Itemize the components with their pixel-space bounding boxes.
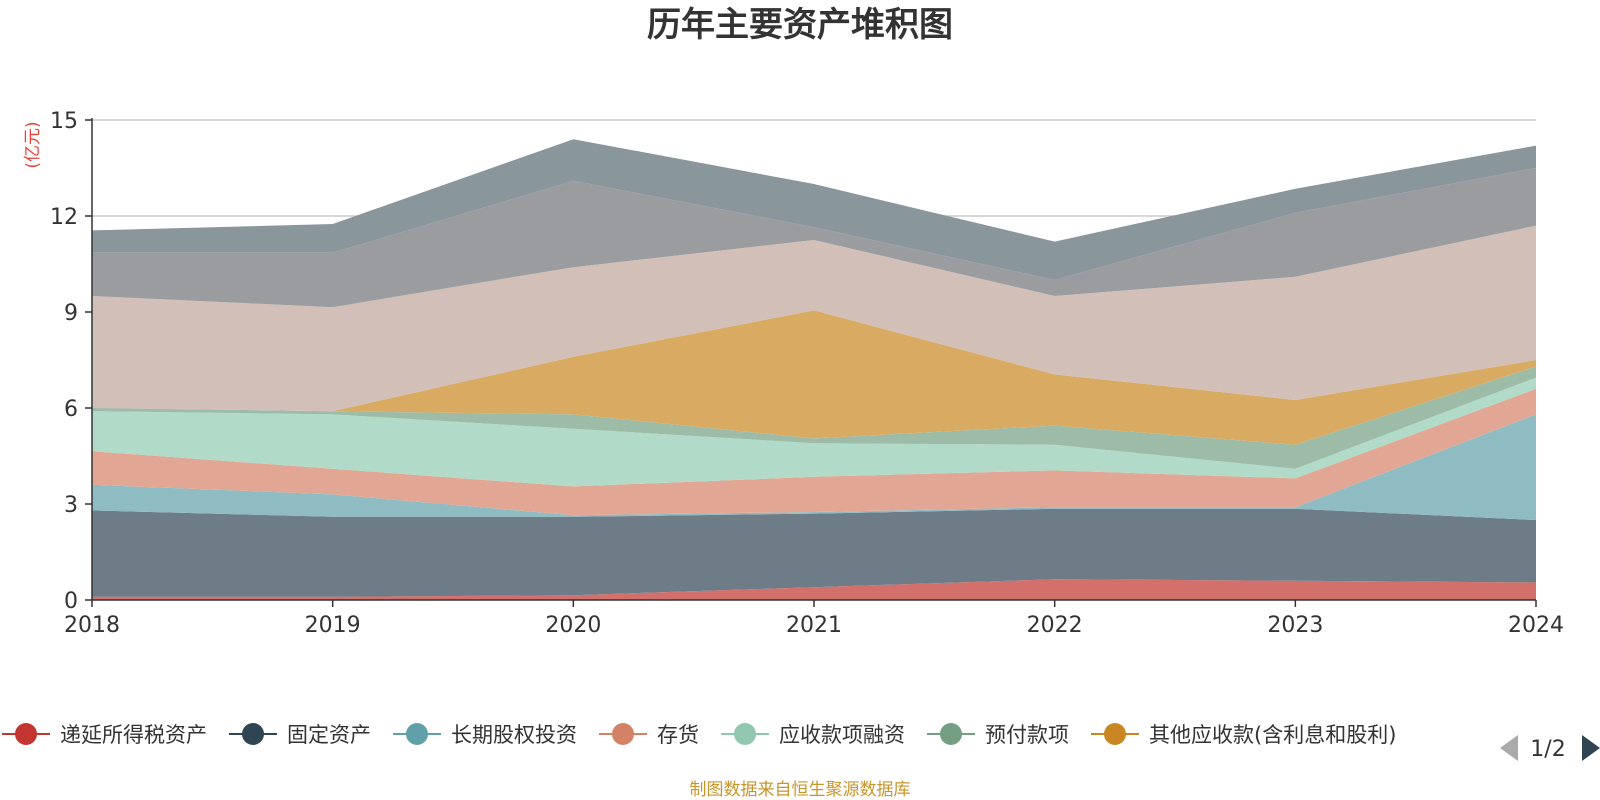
x-tick-label: 2023	[1267, 613, 1323, 638]
legend-marker-icon	[242, 723, 264, 745]
y-tick-label: 15	[50, 109, 78, 134]
legend-prev-page-icon[interactable]	[1500, 735, 1518, 761]
legend-label: 预付款项	[985, 723, 1069, 747]
area-series-2	[92, 414, 1536, 520]
area-series-1	[92, 508, 1536, 597]
y-tick-label: 0	[64, 589, 78, 614]
legend-label: 长期股权投资	[451, 723, 577, 747]
y-tick-label: 3	[64, 493, 78, 518]
x-tick-label: 2024	[1508, 613, 1564, 638]
y-tick-label: 6	[64, 397, 78, 422]
legend-item[interactable]: 应收款项融资	[721, 723, 905, 747]
legend-label: 递延所得税资产	[60, 723, 207, 747]
legend-item[interactable]: 固定资产	[229, 723, 371, 747]
area-series-6	[92, 310, 1536, 445]
area-series-5	[92, 366, 1536, 469]
legend-label: 存货	[657, 723, 699, 747]
legend-item[interactable]: 其他应收款(含利息和股利)	[1091, 723, 1396, 747]
area-series-7	[92, 225, 1536, 412]
legend-marker-icon	[406, 723, 428, 745]
legend-marker-icon	[612, 723, 634, 745]
legend-pager: 1/2	[1500, 735, 1600, 762]
legend-marker-icon	[734, 723, 756, 745]
area-series-group	[92, 139, 1536, 600]
legend-page-indicator: 1/2	[1530, 737, 1565, 762]
legend-item[interactable]: 长期股权投资	[393, 723, 577, 747]
x-tick-label: 2020	[545, 613, 601, 638]
legend-marker-icon	[940, 723, 962, 745]
x-tick-label: 2022	[1027, 613, 1083, 638]
chart-title: 历年主要资产堆积图	[647, 5, 953, 45]
data-source-note: 制图数据来自恒生聚源数据库	[690, 780, 911, 800]
area-series-3	[92, 388, 1536, 516]
x-tick-label: 2018	[64, 613, 120, 638]
legend: 递延所得税资产 固定资产 长期股权投资 存货 应收款项融资 预付款项 其他应收款(含利息和股…	[2, 723, 1396, 747]
legend-label: 其他应收款(含利息和股利)	[1149, 723, 1396, 747]
area-series-4	[92, 377, 1536, 487]
y-axis-unit-label: (亿元)	[23, 121, 43, 168]
y-tick-label: 9	[64, 301, 78, 326]
axes: 0 3 6 9 12 15 2018 2019 2020 2021 2022 2023 2024	[50, 109, 1564, 638]
x-tick-label: 2019	[305, 613, 361, 638]
x-tick-label: 2021	[786, 613, 842, 638]
legend-marker-icon	[1104, 723, 1126, 745]
legend-item[interactable]: 递延所得税资产	[2, 723, 207, 747]
area-series-8	[92, 168, 1536, 308]
area-series-0	[92, 579, 1536, 600]
area-series-9	[92, 139, 1536, 280]
legend-item[interactable]: 存货	[599, 723, 699, 747]
y-tick-label: 12	[50, 205, 78, 230]
legend-label: 固定资产	[287, 723, 371, 747]
legend-marker-icon	[15, 723, 37, 745]
legend-item[interactable]: 预付款项	[927, 723, 1069, 747]
legend-next-page-icon[interactable]	[1582, 735, 1600, 761]
legend-label: 应收款项融资	[779, 723, 905, 747]
